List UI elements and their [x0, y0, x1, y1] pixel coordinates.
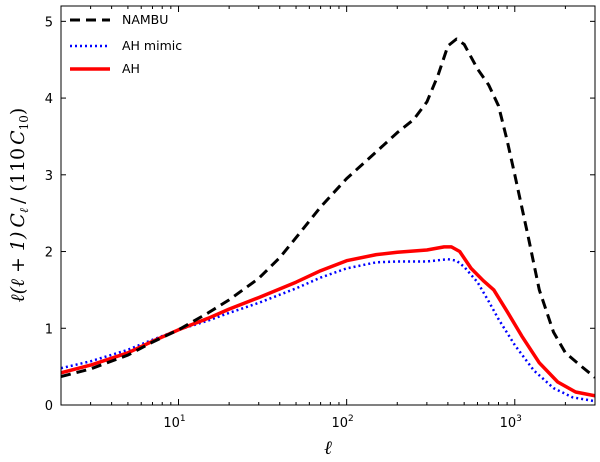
x-axis-title: ℓ — [324, 437, 332, 459]
y-tick-label: 3 — [45, 169, 53, 184]
x-tick-label: 102 — [332, 414, 354, 431]
y-axis-title-sub-10: 10 — [17, 115, 31, 130]
y-tick-label: 5 — [45, 15, 53, 30]
series-line-nambu — [61, 37, 595, 379]
y-axis-title-sub-l: ℓ — [17, 208, 31, 213]
x-tick-label: 103 — [500, 414, 522, 431]
y-axis-title-post: ) — [7, 108, 29, 115]
legend-label-ah-mimic: AH mimic — [122, 38, 182, 53]
y-axis-title-c2: C — [7, 130, 29, 145]
y-axis-title-c: C — [7, 213, 29, 228]
series-line-ah-mimic — [61, 257, 595, 403]
legend: NAMBU AH mimic AH — [70, 12, 182, 76]
plot-frame — [60, 5, 596, 406]
y-tick-label: 4 — [45, 92, 53, 107]
legend-label-ah: AH — [122, 61, 140, 76]
y-axis-title-pre: ℓ(ℓ + 1) — [7, 232, 29, 303]
y-axis-title: ℓ(ℓ + 1)Cℓ/ (110C10) — [7, 108, 31, 303]
y-tick-label: 0 — [45, 399, 53, 414]
legend-label-nambu: NAMBU — [122, 12, 168, 27]
tick-layer: 0 1 2 3 4 5 101 102 103 — [45, 6, 596, 431]
x-tick-label: 101 — [163, 414, 185, 431]
y-tick-label: 1 — [45, 322, 53, 337]
y-axis-title-mid: / (110 — [7, 148, 29, 204]
series-line-ah — [61, 245, 595, 398]
y-tick-label: 2 — [45, 246, 53, 261]
series-layer — [61, 37, 595, 403]
